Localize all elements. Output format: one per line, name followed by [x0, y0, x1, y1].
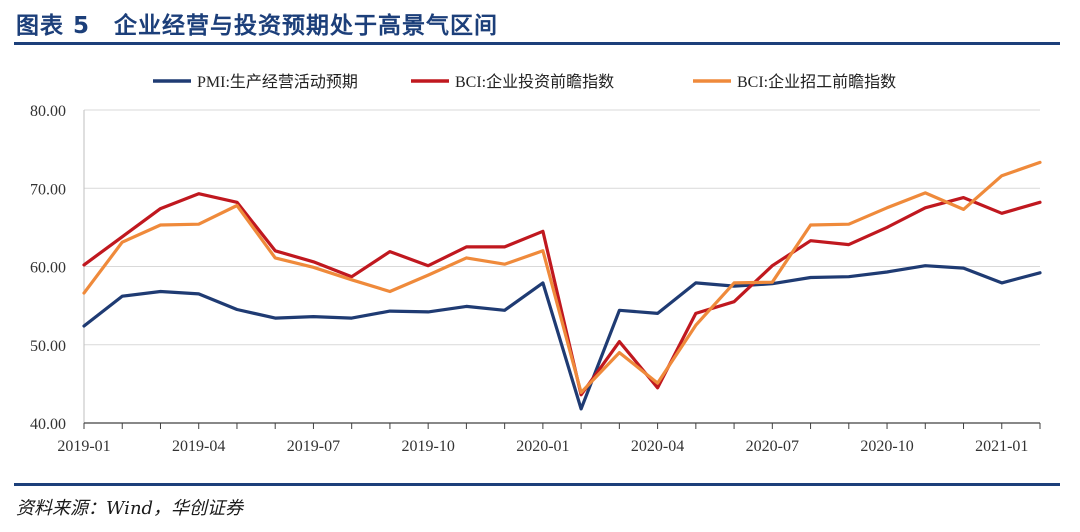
- legend-label: BCI:企业投资前瞻指数: [455, 73, 614, 91]
- line-chart: PMI:生产经营活动预期 BCI:企业投资前瞻指数 BCI:企业招工前瞻指数 40.…: [30, 73, 1042, 455]
- chart-grid: [84, 109, 1040, 346]
- chart-title: 图表 5 企业经营与投资预期处于高景气区间: [16, 13, 499, 39]
- y-tick-label: 60.00: [30, 260, 66, 277]
- series-line-2: [82, 192, 1042, 397]
- x-tick-label: 2021-01: [975, 438, 1028, 455]
- source-note: 资料来源：Wind，华创证券: [16, 498, 244, 519]
- series-line-3: [82, 160, 1042, 395]
- y-tick-label: 40.00: [30, 416, 66, 433]
- legend-label: PMI:生产经营活动预期: [197, 73, 358, 91]
- y-tick-label: 80.00: [30, 103, 66, 120]
- x-tick-label: 2020-01: [516, 438, 569, 455]
- x-tick-label: 2020-10: [860, 438, 913, 455]
- x-tick-label: 2019-10: [401, 438, 454, 455]
- x-tick-label: 2019-07: [287, 438, 340, 455]
- y-tick-label: 50.00: [30, 338, 66, 355]
- header-divider: [14, 42, 1060, 45]
- chart-axes: 40.00 50.00 60.00 70.00 80.00 2019-01 2019-04 2…: [30, 103, 1041, 455]
- x-tick-label: 2019-04: [172, 438, 225, 455]
- chart-header: 图表 5 企业经营与投资预期处于高景气区间: [0, 0, 1060, 45]
- x-tick-label: 2019-01: [57, 438, 110, 455]
- legend-label: BCI:企业招工前瞻指数: [737, 73, 896, 91]
- x-tick-label: 2020-04: [631, 438, 684, 455]
- series-line-1: [82, 264, 1042, 411]
- y-tick-label: 70.00: [30, 181, 66, 198]
- chart-area: PMI:生产经营活动预期 BCI:企业投资前瞻指数 BCI:企业招工前瞻指数 40.…: [0, 50, 1080, 482]
- x-tick-label: 2020-07: [746, 438, 799, 455]
- footer-divider: [14, 483, 1060, 486]
- chart-legend: PMI:生产经营活动预期 BCI:企业投资前瞻指数 BCI:企业招工前瞻指数: [153, 73, 896, 91]
- chart-series: [82, 160, 1042, 411]
